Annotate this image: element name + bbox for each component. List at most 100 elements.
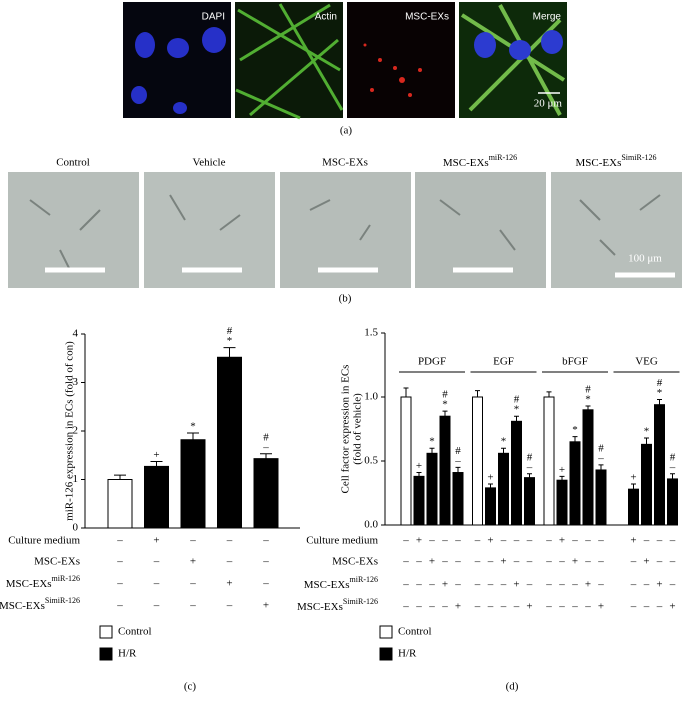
- condition-mark: +: [487, 535, 493, 547]
- condition-mark: –: [571, 579, 578, 591]
- error-bar: [429, 447, 435, 454]
- legend-swatch: [99, 647, 113, 661]
- y-tick-label: 1.0: [364, 391, 378, 403]
- condition-mark: –: [428, 535, 435, 547]
- bar: [582, 409, 594, 526]
- nuclei: [131, 27, 226, 114]
- error-bar: [585, 405, 591, 410]
- bar: [400, 396, 412, 526]
- condition-mark: –: [643, 579, 650, 591]
- condition-mark: –: [116, 535, 123, 547]
- condition-label: MSC-EXs: [34, 556, 80, 568]
- y-tick-label: 4: [73, 328, 79, 340]
- condition-label: MSC-EXs: [332, 556, 378, 568]
- significance-mark: #: [657, 377, 663, 389]
- condition-mark: –: [669, 556, 676, 568]
- bar: [543, 396, 555, 526]
- image-label: Vehicle: [193, 157, 226, 169]
- condition-mark: –: [402, 601, 409, 613]
- condition-mark: +: [442, 579, 448, 591]
- condition-mark: –: [116, 578, 123, 590]
- condition-mark: +: [226, 578, 232, 590]
- condition-mark: –: [545, 579, 552, 591]
- panel-caption: (a): [340, 125, 353, 137]
- bar: [595, 469, 607, 526]
- condition-label-sup: SimiR-126: [343, 597, 378, 606]
- error-bar: [260, 453, 272, 459]
- bar: [180, 439, 206, 529]
- significance-mark: +: [487, 472, 493, 484]
- error-bar: [657, 399, 662, 405]
- bar: [144, 465, 169, 529]
- condition-mark: –: [669, 535, 676, 547]
- y-axis-title: (fold of vehicle): [352, 393, 364, 465]
- condition-mark: –: [189, 578, 196, 590]
- condition-label: MSC-EXsSimiR-126: [297, 597, 378, 612]
- error-bar: [114, 474, 126, 480]
- condition-mark: +: [526, 601, 532, 613]
- error-bar: [546, 391, 552, 397]
- exosome-dots: [363, 43, 422, 97]
- group-label: bFGF: [562, 356, 588, 368]
- condition-mark: –: [630, 601, 637, 613]
- bar: [107, 479, 133, 529]
- significance-mark: *: [429, 436, 435, 448]
- condition-mark: –: [402, 579, 409, 591]
- condition-label-sup: miR-126: [350, 575, 378, 584]
- condition-mark: –: [597, 579, 604, 591]
- condition-label-base: MSC-EXs: [0, 600, 45, 612]
- error-bar: [150, 461, 163, 467]
- bar: [485, 487, 496, 526]
- bar: [253, 458, 279, 529]
- condition-mark: –: [597, 556, 604, 568]
- significance-mark: +: [630, 472, 636, 484]
- significance-mark: +: [416, 460, 422, 472]
- significance-mark: –: [526, 461, 533, 473]
- bar: [641, 443, 652, 526]
- error-bar: [187, 432, 199, 440]
- bar: [439, 415, 451, 526]
- bar: [452, 472, 464, 526]
- condition-label-base: MSC-EXs: [297, 601, 343, 613]
- condition-mark: +: [190, 556, 196, 568]
- condition-mark: –: [584, 556, 591, 568]
- condition-mark: –: [428, 579, 435, 591]
- condition-mark: –: [116, 556, 123, 568]
- condition-mark: –: [656, 556, 663, 568]
- image-label: Control: [56, 157, 90, 169]
- condition-mark: –: [189, 600, 196, 612]
- condition-mark: –: [513, 556, 520, 568]
- error-bar: [670, 473, 675, 479]
- condition-mark: –: [487, 556, 494, 568]
- legend-label: H/R: [398, 648, 417, 660]
- condition-mark: –: [526, 535, 533, 547]
- condition-mark: –: [500, 535, 507, 547]
- condition-mark: –: [487, 601, 494, 613]
- condition-mark: –: [656, 601, 663, 613]
- condition-mark: –: [597, 535, 604, 547]
- legend-swatch: [99, 625, 113, 639]
- group-label: EGF: [493, 356, 514, 368]
- significance-mark: #: [527, 451, 533, 463]
- condition-mark: –: [487, 579, 494, 591]
- condition-mark: –: [643, 601, 650, 613]
- condition-mark: –: [428, 601, 435, 613]
- significance-mark: *: [190, 420, 196, 432]
- condition-mark: –: [454, 556, 461, 568]
- y-axis-title: miR-126 expression in ECs (fold of con): [64, 341, 76, 521]
- error-bar: [501, 447, 506, 454]
- condition-mark: +: [429, 556, 435, 568]
- condition-mark: –: [545, 601, 552, 613]
- significance-mark: *: [585, 393, 591, 405]
- merge-nuclei: [474, 30, 563, 60]
- significance-mark: *: [644, 425, 650, 437]
- condition-mark: +: [500, 556, 506, 568]
- error-bar: [644, 437, 649, 445]
- condition-mark: –: [545, 556, 552, 568]
- condition-mark: –: [500, 579, 507, 591]
- condition-mark: –: [558, 601, 565, 613]
- significance-mark: #: [514, 394, 520, 406]
- significance-mark: #: [442, 389, 448, 401]
- significance-mark: #: [585, 383, 591, 395]
- bar: [426, 452, 438, 526]
